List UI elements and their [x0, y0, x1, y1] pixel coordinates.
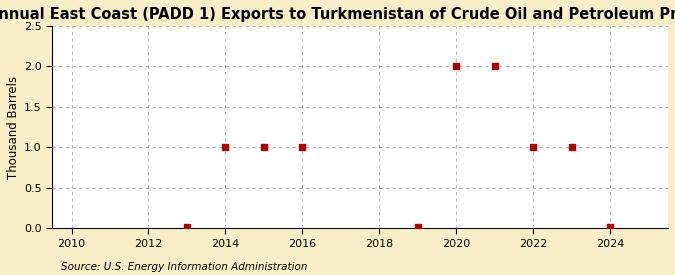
Text: Source: U.S. Energy Information Administration: Source: U.S. Energy Information Administ…	[61, 262, 307, 272]
Title: Annual East Coast (PADD 1) Exports to Turkmenistan of Crude Oil and Petroleum Pr: Annual East Coast (PADD 1) Exports to Tu…	[0, 7, 675, 22]
Y-axis label: Thousand Barrels: Thousand Barrels	[7, 76, 20, 179]
